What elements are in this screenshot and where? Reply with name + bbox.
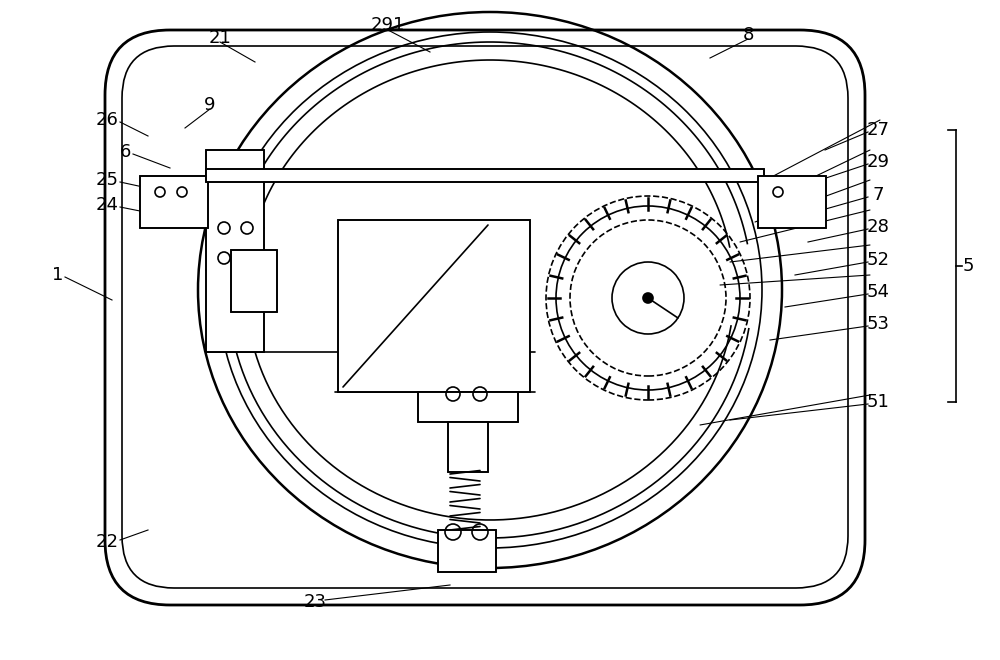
Text: 21: 21 (209, 29, 231, 47)
Text: 27: 27 (866, 121, 890, 139)
Text: 29: 29 (866, 153, 890, 171)
Text: 51: 51 (867, 393, 889, 411)
Text: 5: 5 (962, 257, 974, 275)
Bar (231, 250, 277, 312)
Text: 26: 26 (96, 111, 118, 129)
Bar (338, 220, 530, 392)
Bar (418, 392, 518, 422)
Bar (206, 169, 764, 182)
Text: 1: 1 (52, 266, 64, 284)
Bar (438, 530, 496, 572)
Bar (758, 176, 826, 228)
Bar (448, 422, 488, 472)
Text: 54: 54 (866, 283, 890, 301)
Bar (758, 176, 826, 228)
Circle shape (643, 293, 653, 303)
Bar (206, 169, 764, 182)
Text: 7: 7 (872, 186, 884, 204)
Text: 291: 291 (371, 16, 405, 34)
Text: 23: 23 (304, 593, 326, 611)
Bar (231, 250, 277, 312)
Bar (140, 176, 208, 228)
Text: 28: 28 (867, 218, 889, 236)
Text: 22: 22 (96, 533, 119, 551)
Text: 24: 24 (96, 196, 119, 214)
Text: 9: 9 (204, 96, 216, 114)
Bar (438, 530, 496, 572)
Text: 53: 53 (866, 315, 890, 333)
Text: 8: 8 (742, 26, 754, 44)
Bar (140, 176, 208, 228)
Text: 25: 25 (96, 171, 119, 189)
FancyBboxPatch shape (105, 30, 865, 605)
Bar (206, 150, 264, 352)
Text: 6: 6 (119, 143, 131, 161)
Bar (418, 392, 518, 422)
Bar (338, 220, 530, 392)
Text: 52: 52 (866, 251, 890, 269)
Bar (206, 150, 264, 352)
Bar (448, 422, 488, 472)
